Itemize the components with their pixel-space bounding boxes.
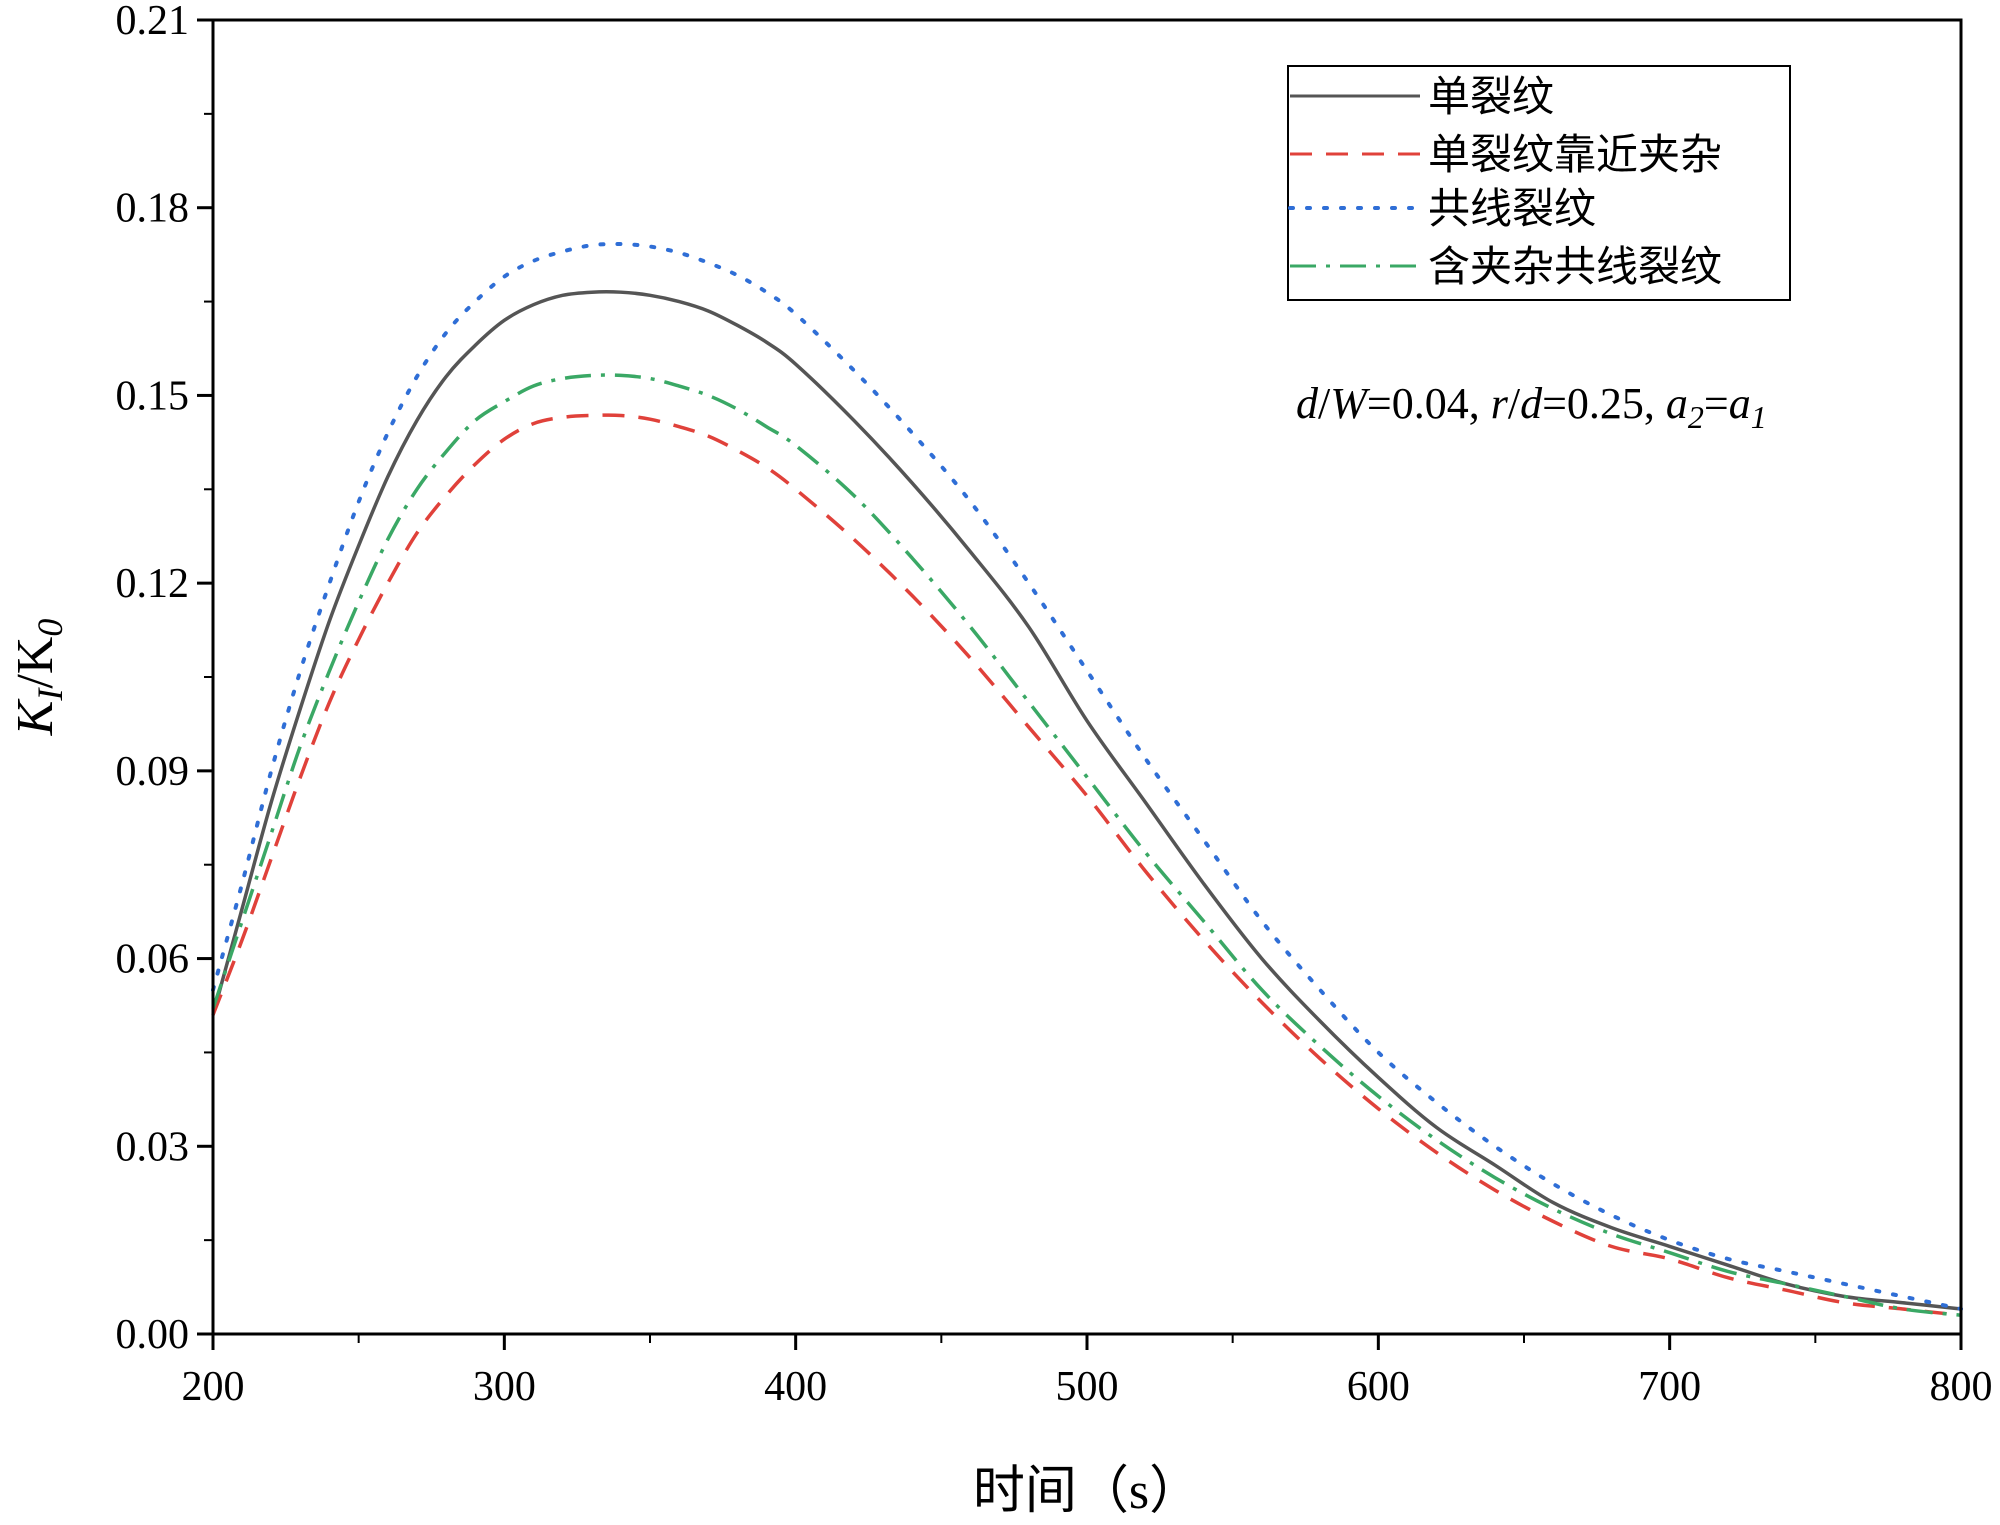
- x-tick-label-600: 600: [1347, 1364, 1410, 1410]
- y-tick-label-0.03: 0.03: [116, 1124, 190, 1170]
- x-tick-label-500: 500: [1056, 1364, 1119, 1410]
- x-tick-label-300: 300: [473, 1364, 536, 1410]
- annot-a-2: a: [1729, 379, 1751, 428]
- legend-label-collinear-cracks: 共线裂纹: [1428, 184, 1596, 233]
- annot-d-2: d: [1520, 379, 1543, 428]
- legend-label-crack-near-inclusion: 单裂纹靠近夹杂: [1428, 130, 1722, 179]
- annot-slash-1: /: [1318, 379, 1331, 428]
- legend-label-single-crack: 单裂纹: [1428, 72, 1554, 121]
- legend: 单裂纹 单裂纹靠近夹杂 共线裂纹 含夹杂共线裂纹: [1287, 65, 1791, 301]
- y-axis-title-k1: K: [7, 698, 64, 736]
- legend-box: [1287, 65, 1791, 301]
- y-axis-title-sub-0: 0: [30, 619, 70, 637]
- annot-sub-2: 2: [1688, 399, 1704, 435]
- x-axis-title: 时间（s）: [973, 1463, 1201, 1520]
- y-tick-label-0.12: 0.12: [116, 561, 190, 607]
- annot-r: r: [1491, 379, 1509, 428]
- y-tick-label-0.15: 0.15: [116, 373, 190, 419]
- legend-item-collinear-cracks: 共线裂纹: [1288, 184, 1596, 233]
- ticks-layer: 200 300 400 500 600 700 800 0.00 0.03 0.06 0.09 0.1…: [116, 0, 1993, 1410]
- series-line-crack-near-inclusion: [211, 413, 1962, 1317]
- y-tick-label-0.21: 0.21: [116, 0, 190, 44]
- legend-item-crack-near-inclusion: 单裂纹靠近夹杂: [1290, 130, 1722, 179]
- annot-slash-2: /: [1508, 379, 1521, 428]
- legend-item-single-crack: 单裂纹: [1290, 72, 1554, 121]
- series-layer: [211, 241, 1963, 1317]
- annot-sub-1: 1: [1751, 399, 1767, 435]
- x-tick-label-800: 800: [1930, 1364, 1993, 1410]
- annot-d: d: [1296, 379, 1319, 428]
- annot-value-2: =0.25,: [1542, 379, 1666, 428]
- parameter-annotation: d/W=0.04, r/d=0.25, a2=a1: [1296, 379, 1767, 435]
- plot-frame: [211, 18, 1963, 1336]
- y-axis-title-sub-i: I: [30, 687, 70, 702]
- y-tick-label-0.00: 0.00: [116, 1312, 190, 1358]
- legend-item-collinear-with-inclusion: 含夹杂共线裂纹: [1290, 242, 1722, 291]
- y-axis-title-slash: /K: [7, 636, 64, 688]
- series-line-single-crack: [211, 290, 1962, 1311]
- annot-equals: =: [1704, 379, 1729, 428]
- annot-w: W: [1330, 379, 1370, 428]
- x-tick-label-200: 200: [182, 1364, 245, 1410]
- legend-label-collinear-with-inclusion: 含夹杂共线裂纹: [1428, 242, 1722, 291]
- series-line-collinear-cracks: [211, 241, 1963, 1311]
- x-tick-label-700: 700: [1638, 1364, 1701, 1410]
- y-tick-label-0.06: 0.06: [116, 937, 190, 983]
- y-tick-label-0.09: 0.09: [116, 749, 190, 795]
- annot-a: a: [1666, 379, 1688, 428]
- y-axis-title: KI/K0: [7, 619, 70, 737]
- y-tick-label-0.18: 0.18: [116, 186, 190, 232]
- x-tick-label-400: 400: [764, 1364, 827, 1410]
- series-line-collinear-with-inclusion: [211, 373, 1962, 1317]
- annot-value-1: =0.04,: [1367, 379, 1491, 428]
